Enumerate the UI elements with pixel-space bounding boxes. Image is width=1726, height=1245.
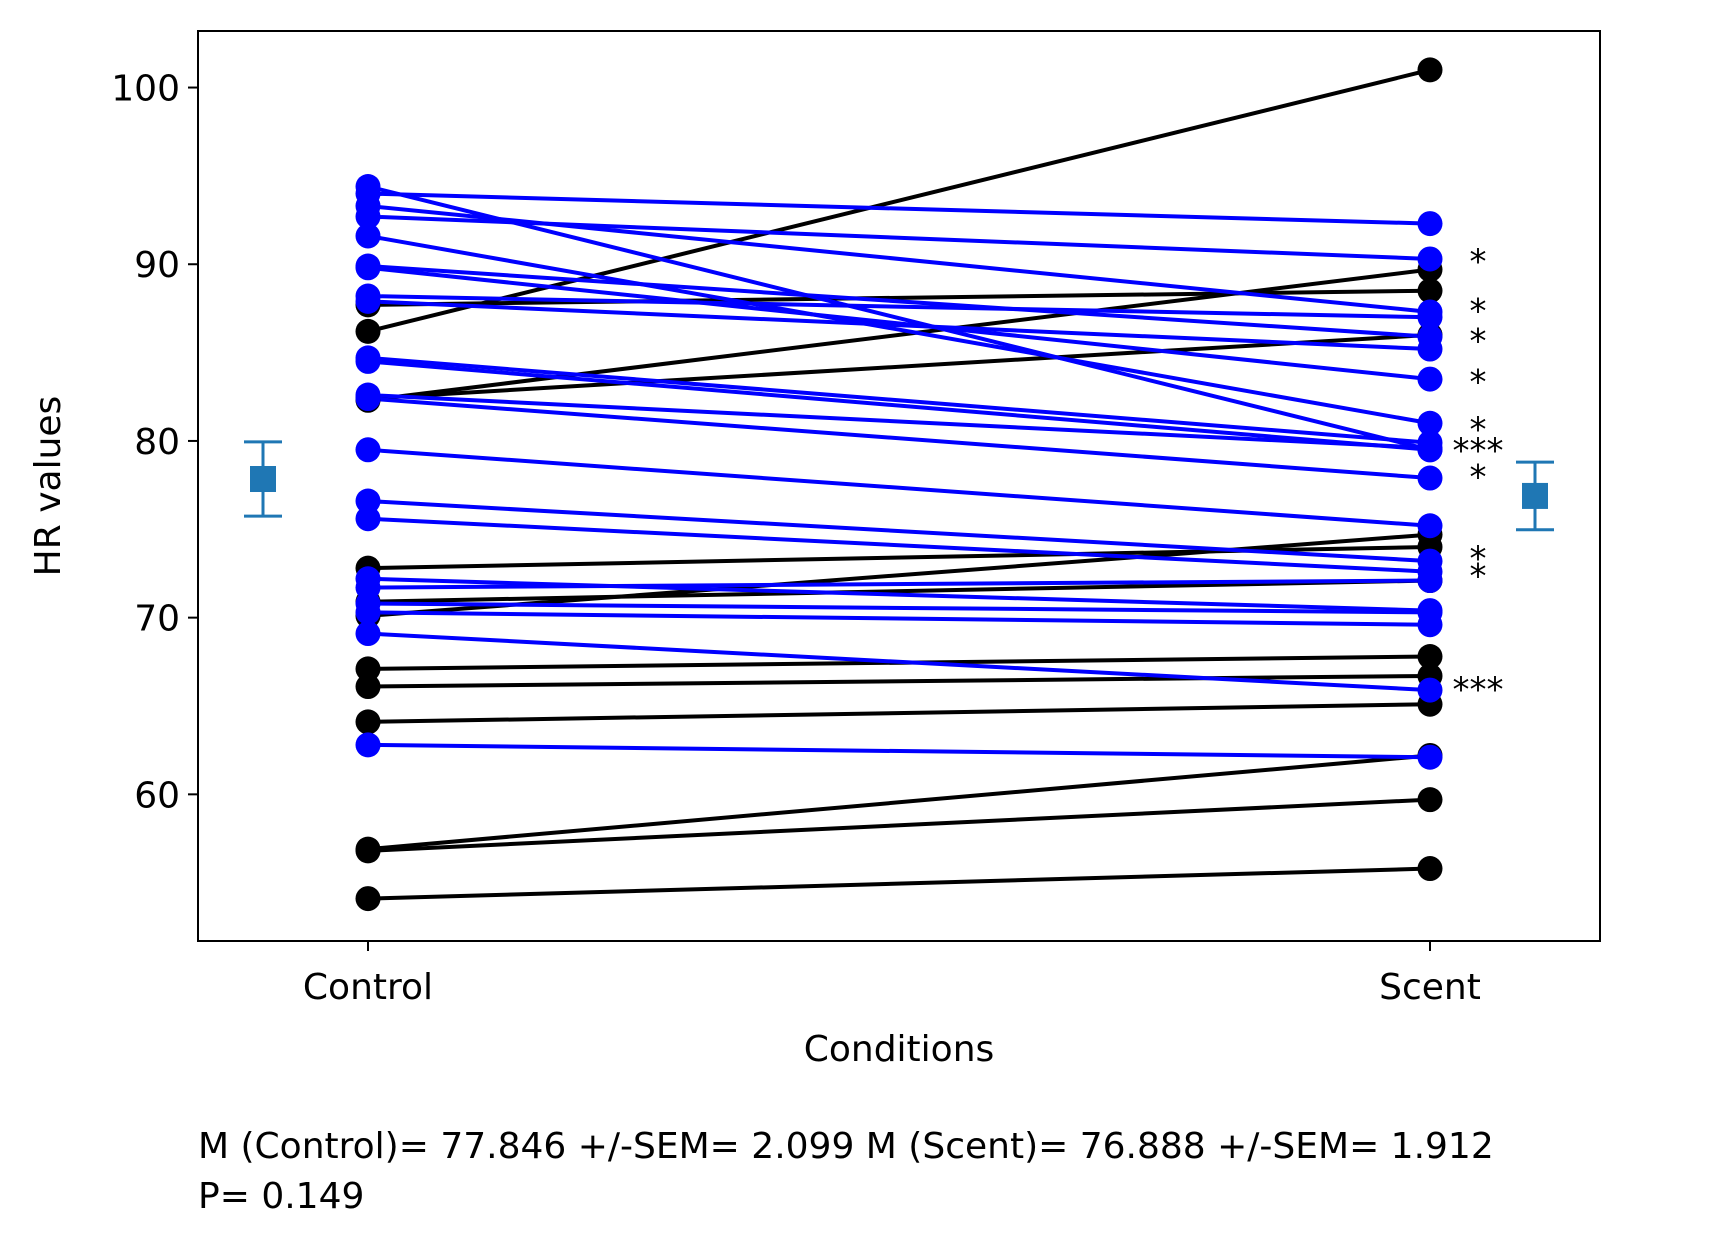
control-point	[355, 255, 381, 281]
scent-point	[1417, 57, 1443, 83]
scent-point	[1417, 278, 1443, 304]
significance-marker: *	[1470, 242, 1487, 282]
pair-line	[367, 214, 1431, 261]
scent-point	[1417, 568, 1443, 594]
pair-line	[367, 702, 1431, 724]
y-axis: 60 70 80 90 100	[111, 69, 198, 816]
scent-point	[1417, 304, 1443, 330]
pair-line	[367, 264, 1431, 339]
y-tick-label: 60	[134, 775, 180, 816]
scent-point	[1417, 612, 1443, 638]
control-point	[355, 656, 381, 682]
y-axis-label: HR values	[28, 396, 69, 577]
pair-line	[367, 234, 1431, 426]
control-point	[355, 318, 381, 344]
significance-marker: ***	[1453, 431, 1504, 471]
pair-line	[367, 191, 1431, 226]
pair-line	[367, 184, 1431, 452]
stats-summary-line: M (Control)= 77.846 +/-SEM= 2.099 M (Sce…	[198, 1126, 1494, 1167]
mean-marker	[1522, 482, 1548, 509]
significance-annotations: **************	[1453, 242, 1504, 710]
pair-line	[367, 294, 1431, 320]
control-point	[355, 506, 381, 532]
control-point	[355, 621, 381, 647]
pair-line	[367, 499, 1431, 564]
scent-point	[1417, 744, 1443, 770]
y-tick-label: 70	[134, 599, 180, 640]
significance-marker: *	[1470, 322, 1487, 362]
pair-line	[367, 359, 1431, 452]
pair-points-layer	[355, 57, 1443, 912]
pair-line	[367, 299, 1431, 352]
y-tick-label: 80	[134, 422, 180, 463]
pair-line	[367, 753, 1431, 852]
mean-marker	[250, 466, 276, 493]
scent-point	[1417, 435, 1443, 461]
x-tick-label: Control	[303, 967, 433, 1008]
summary-markers-layer	[244, 440, 1554, 532]
pair-line	[367, 447, 1431, 528]
pair-lines-layer	[367, 67, 1431, 901]
control-point	[355, 437, 381, 463]
control-point	[355, 709, 381, 735]
significance-marker: ***	[1453, 670, 1504, 710]
x-axis-label: Conditions	[804, 1029, 995, 1070]
control-point	[355, 732, 381, 758]
scent-point	[1417, 787, 1443, 813]
control-point	[355, 348, 381, 374]
scent-point	[1417, 246, 1443, 272]
pair-line	[367, 396, 1431, 481]
significance-marker: *	[1470, 362, 1487, 402]
control-point	[355, 223, 381, 249]
plot-frame	[197, 30, 1601, 942]
pair-line	[367, 797, 1431, 853]
scent-point	[1417, 211, 1443, 237]
pair-line	[367, 866, 1431, 901]
control-point	[355, 838, 381, 864]
control-point	[355, 488, 381, 514]
stats-p-value: P= 0.149	[198, 1176, 365, 1217]
pair-line	[367, 393, 1431, 451]
scent-point	[1417, 465, 1443, 491]
significance-marker: *	[1470, 292, 1487, 332]
pair-line	[367, 610, 1431, 627]
pair-line	[367, 532, 1431, 618]
scent-point	[1417, 410, 1443, 436]
pair-line	[367, 267, 1431, 403]
pair-line	[367, 631, 1431, 693]
x-axis: Control Scent	[303, 941, 1481, 1008]
pair-line	[367, 332, 1431, 401]
control-point	[355, 386, 381, 412]
pair-line	[367, 516, 1431, 574]
significance-marker: *	[1470, 458, 1487, 498]
scent-point	[1417, 513, 1443, 539]
scent-point	[1417, 856, 1443, 882]
scent-point	[1417, 677, 1443, 703]
control-point	[355, 674, 381, 700]
control-point	[355, 599, 381, 625]
scent-point	[1417, 336, 1443, 362]
pair-line	[367, 576, 1431, 613]
pair-line	[367, 578, 1431, 590]
control-point	[355, 288, 381, 314]
significance-marker: *	[1470, 557, 1487, 597]
scent-point	[1417, 644, 1443, 670]
control-point	[355, 204, 381, 230]
y-tick-label: 90	[134, 245, 180, 286]
significance-marker: *	[1470, 410, 1487, 450]
scent-point	[1417, 366, 1443, 392]
pair-line	[367, 355, 1431, 445]
pair-line	[367, 578, 1431, 604]
pair-line	[367, 601, 1431, 615]
x-tick-label: Scent	[1379, 967, 1481, 1008]
y-tick-label: 100	[111, 69, 180, 110]
control-point	[355, 886, 381, 912]
pair-line	[367, 742, 1431, 760]
pair-line	[367, 673, 1431, 689]
significance-marker: *	[1470, 539, 1487, 579]
